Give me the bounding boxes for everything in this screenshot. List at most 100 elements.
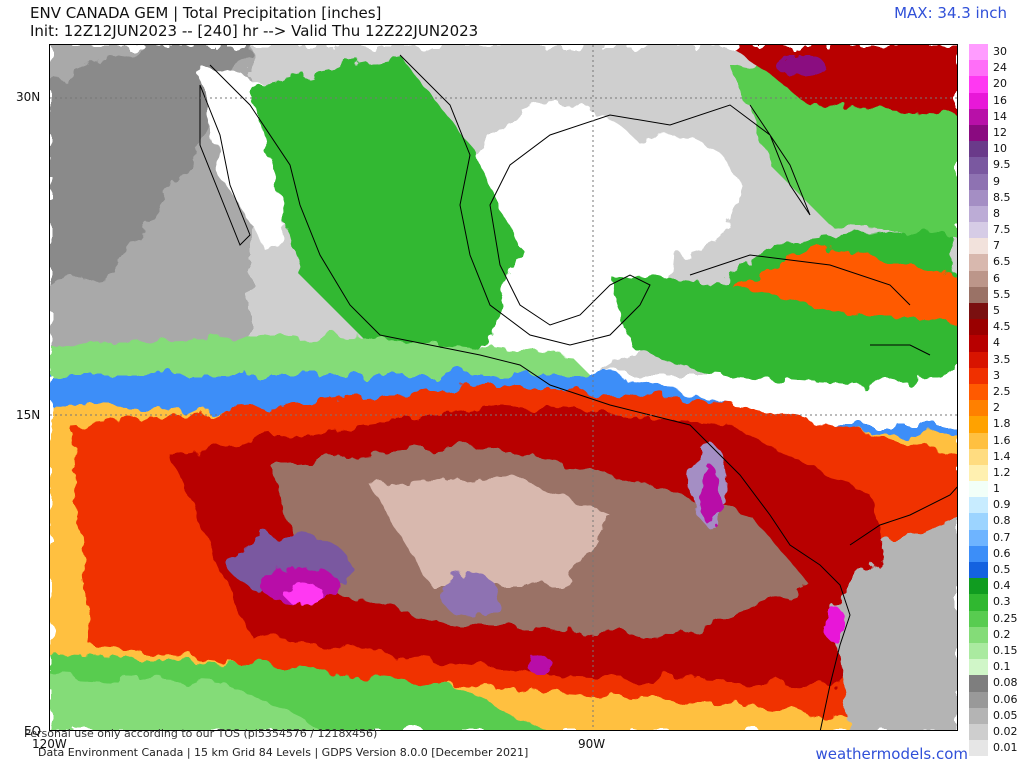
legend-entry: 0.1 xyxy=(969,659,1024,676)
legend-swatch xyxy=(969,92,988,109)
legend-label: 10 xyxy=(993,142,1007,156)
legend-swatch xyxy=(969,432,988,449)
legend-label: 1.2 xyxy=(993,465,1011,479)
legend-label: 12 xyxy=(993,125,1007,139)
brand-link[interactable]: weathermodels.com xyxy=(815,745,968,763)
personal-use-notice: Personal use only according to our TOS (… xyxy=(24,727,378,740)
legend-label: 30 xyxy=(993,45,1007,58)
legend-entry: 4.5 xyxy=(969,319,1024,336)
legend-entry: 5 xyxy=(969,303,1024,320)
lon-label-90w: 90W xyxy=(578,737,606,751)
legend-entry: 9 xyxy=(969,173,1024,190)
legend-swatch xyxy=(969,157,988,174)
legend-label: 4.5 xyxy=(993,320,1011,334)
legend-label: 14 xyxy=(993,109,1007,123)
legend-entry: 10 xyxy=(969,141,1024,158)
legend-swatch xyxy=(969,351,988,368)
legend-label: 24 xyxy=(993,61,1007,75)
legend-entry: 7.5 xyxy=(969,222,1024,239)
legend-swatch xyxy=(969,76,988,93)
legend-entry: 9.5 xyxy=(969,157,1024,174)
max-value-label: MAX: 34.3 inch xyxy=(894,4,1007,22)
legend-entry: 0.15 xyxy=(969,642,1024,660)
legend-label: 0.9 xyxy=(993,498,1011,512)
legend-entry: 7 xyxy=(969,238,1024,255)
legend-label: 1 xyxy=(993,482,1000,496)
legend-label: 0.6 xyxy=(993,546,1011,560)
legend-label: 6 xyxy=(993,271,1000,285)
legend-swatch xyxy=(969,723,988,741)
legend-swatch xyxy=(969,60,988,77)
legend-entry: 1 xyxy=(969,481,1024,498)
legend-label: 0.06 xyxy=(993,692,1018,706)
legend-label: 0.3 xyxy=(993,595,1011,609)
legend-swatch xyxy=(969,173,988,190)
legend-label: 8.5 xyxy=(993,190,1011,204)
coastlines xyxy=(199,54,957,730)
legend-entry: 0.02 xyxy=(969,723,1024,741)
legend-entry: 24 xyxy=(969,60,1024,77)
legend-entry: 6.5 xyxy=(969,254,1024,271)
legend-swatch xyxy=(969,497,988,514)
legend-label: 3.5 xyxy=(993,352,1011,366)
legend-label: 1.4 xyxy=(993,449,1011,463)
legend-swatch xyxy=(969,610,988,627)
legend-entry: 0.8 xyxy=(969,513,1024,530)
legend-entry: 6 xyxy=(969,270,1024,287)
legend-label: 16 xyxy=(993,93,1007,107)
legend-swatch xyxy=(969,626,988,643)
legend-entry: 14 xyxy=(969,108,1024,125)
legend-swatch xyxy=(969,335,988,352)
precip-detail xyxy=(260,55,845,675)
legend-swatch xyxy=(969,642,988,660)
legend-swatch xyxy=(969,383,988,401)
legend-swatch xyxy=(969,286,988,303)
legend-entry: 2 xyxy=(969,400,1024,417)
legend-label: 5.5 xyxy=(993,287,1011,301)
legend-swatch xyxy=(969,481,988,498)
data-credits: Data Environment Canada | 15 km Grid 84 … xyxy=(38,746,529,759)
legend-entry: 0.01 xyxy=(969,740,1024,757)
legend-entry: 8 xyxy=(969,205,1024,223)
legend-swatch xyxy=(969,707,988,724)
graticule xyxy=(50,45,957,730)
legend-entry: 3 xyxy=(969,367,1024,384)
legend-entry: 0.05 xyxy=(969,707,1024,724)
legend-entry: 12 xyxy=(969,124,1024,142)
legend-label: 6.5 xyxy=(993,255,1011,269)
legend-swatch xyxy=(969,189,988,206)
legend-swatch xyxy=(969,594,988,611)
legend-swatch xyxy=(969,254,988,271)
lat-label-eq: EQ xyxy=(24,724,42,738)
color-legend: 30 24 20 16 14 12 10 9.5 9 8.5 8 7.5 7 6.5 6 5.5 5 4.5 4 3.… xyxy=(969,44,1024,757)
legend-entry: 0.25 xyxy=(969,610,1024,627)
legend-label: 5 xyxy=(993,304,1000,317)
legend-label: 0.7 xyxy=(993,530,1011,544)
legend-entry: 1.4 xyxy=(969,448,1024,465)
legend-label: 2.5 xyxy=(993,384,1011,398)
legend-swatch xyxy=(969,400,988,417)
legend-label: 7 xyxy=(993,239,1000,253)
lat-label-30n: 30N xyxy=(16,90,41,104)
legend-swatch xyxy=(969,448,988,465)
legend-entry: 0.7 xyxy=(969,529,1024,546)
legend-label: 9.5 xyxy=(993,158,1011,172)
legend-swatch xyxy=(969,675,988,692)
legend-label: 0.5 xyxy=(993,563,1011,576)
legend-swatch xyxy=(969,124,988,142)
legend-entry: 1.8 xyxy=(969,416,1024,433)
legend-label: 4 xyxy=(993,336,1000,350)
legend-entry: 0.9 xyxy=(969,497,1024,514)
legend-label: 0.1 xyxy=(993,660,1011,674)
legend-label: 0.8 xyxy=(993,514,1011,528)
legend-entry: 8.5 xyxy=(969,189,1024,206)
legend-entry: 2.5 xyxy=(969,383,1024,401)
legend-label: 9 xyxy=(993,174,1000,188)
legend-swatch xyxy=(969,659,988,676)
legend-label: 0.4 xyxy=(993,579,1011,593)
legend-entry: 0.3 xyxy=(969,594,1024,611)
legend-swatch xyxy=(969,108,988,125)
legend-swatch xyxy=(969,691,988,708)
legend-swatch xyxy=(969,222,988,239)
legend-swatch xyxy=(969,319,988,336)
